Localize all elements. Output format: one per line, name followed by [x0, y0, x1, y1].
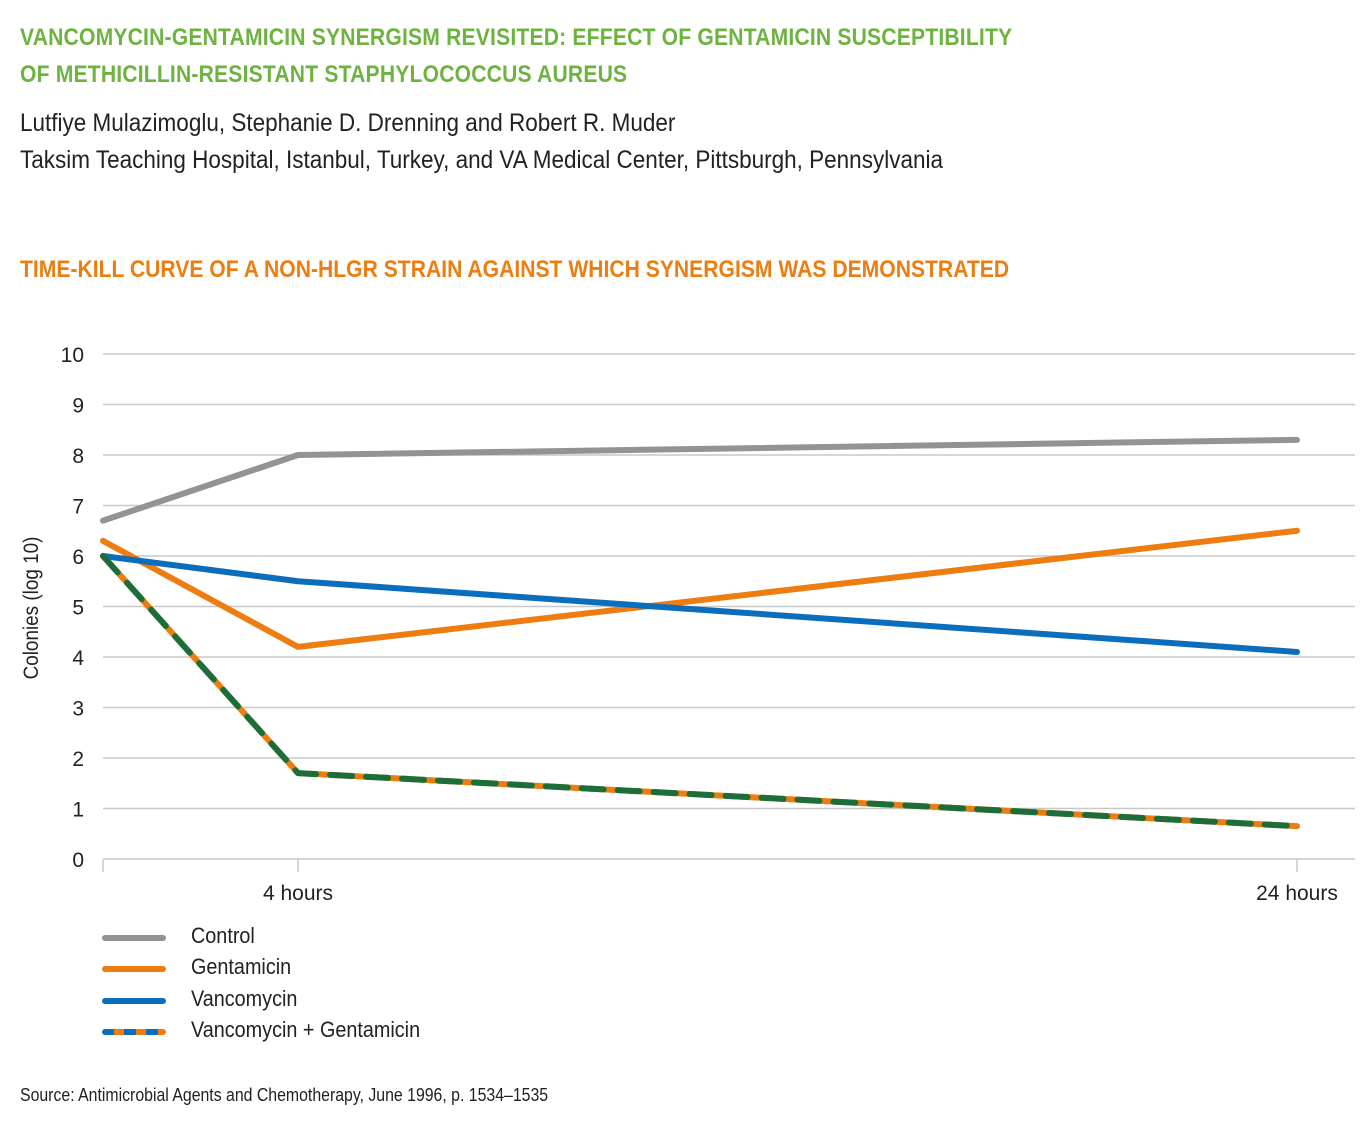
legend-label: Vancomycin	[191, 985, 298, 1011]
legend-swatch-vancomycin-gentamicin	[102, 1028, 166, 1035]
legend-swatch-control	[102, 935, 166, 941]
series-line-control	[100, 436, 1300, 524]
y-axis-label: Colonies (log 10)	[20, 537, 43, 680]
y-tick-label: 3	[72, 698, 84, 721]
y-tick-label: 8	[72, 445, 84, 468]
source-note: Source: Antimicrobial Agents and Chemoth…	[20, 1085, 549, 1105]
y-tick-label: 7	[72, 496, 84, 519]
authors: Lutfiye Mulazimoglu, Stephanie D. Drenni…	[20, 109, 676, 137]
y-tick-label: 5	[72, 597, 84, 620]
legend-swatch-gentamicin	[102, 966, 166, 973]
affiliation: Taksim Teaching Hospital, Istanbul, Turk…	[20, 146, 943, 174]
legend-label: Control	[191, 923, 255, 948]
legend-swatch-vancomycin	[102, 997, 166, 1004]
x-axis: 4 hours 24 hours	[102, 858, 1355, 905]
series-line-vancomycin-gentamicin	[100, 553, 1300, 830]
y-tick-label: 1	[72, 799, 84, 822]
gridlines	[103, 353, 1355, 810]
y-tick-label: 2	[72, 748, 84, 771]
y-tick-label: 10	[61, 344, 84, 367]
series-line-vancomycin	[100, 553, 1300, 655]
series-line-gentamicin	[100, 527, 1300, 650]
y-tick-label: 6	[72, 546, 84, 569]
legend-label: Gentamicin	[191, 954, 292, 980]
x-tick-label: 24 hours	[1256, 882, 1338, 905]
y-axis-ticks: 0 1 2 3 4 5 6 7 8 9 10	[61, 344, 85, 872]
page-title-line-2: OF METHICILLIN-RESISTANT STAPHYLOCOCCUS …	[20, 61, 628, 88]
series-lines	[100, 436, 1300, 830]
y-tick-label: 9	[72, 395, 84, 418]
legend-label: Vancomycin + Gentamicin	[191, 1016, 421, 1042]
y-tick-label: 4	[72, 647, 84, 670]
series-line-vancomycin-gentamicin-base	[100, 553, 1300, 830]
chart-title: TIME-KILL CURVE OF A NON-HLGR STRAIN AGA…	[20, 256, 1010, 283]
x-tick-label: 4 hours	[263, 882, 333, 905]
y-tick-label: 0	[72, 849, 84, 872]
page-title-line-1: VANCOMYCIN-GENTAMICIN SYNERGISM REVISITE…	[20, 24, 1013, 51]
